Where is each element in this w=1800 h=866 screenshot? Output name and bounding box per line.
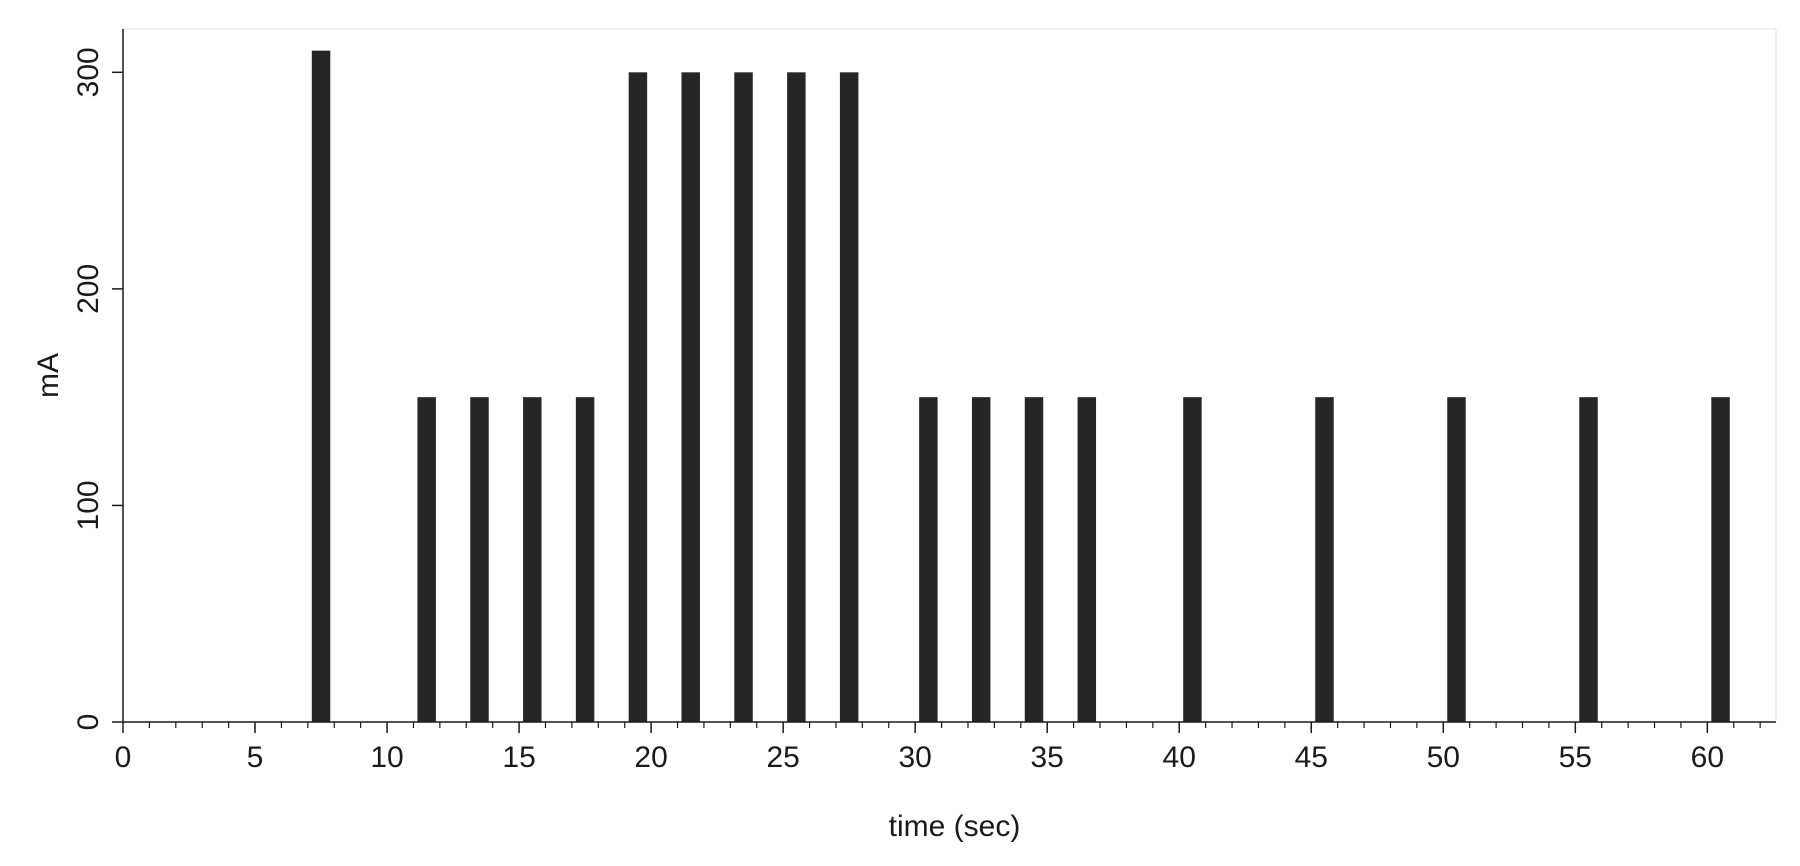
bar	[1183, 397, 1202, 722]
y-tick-label: 200	[72, 264, 105, 314]
bar	[734, 72, 753, 722]
bar	[1579, 397, 1598, 722]
x-tick-label: 5	[247, 741, 264, 774]
bar	[1711, 397, 1730, 722]
bar	[523, 397, 542, 722]
bar	[971, 397, 991, 722]
x-tick-label: 25	[766, 741, 799, 774]
bar	[417, 397, 436, 722]
x-tick-label: 50	[1427, 741, 1460, 774]
bar	[681, 72, 700, 722]
x-tick-label: 30	[898, 741, 931, 774]
bar	[470, 397, 489, 722]
bar	[311, 50, 331, 722]
bar	[1447, 397, 1466, 722]
x-tick-label: 55	[1559, 741, 1592, 774]
x-tick-label: 35	[1031, 741, 1064, 774]
x-tick-label: 40	[1163, 741, 1196, 774]
bar	[1024, 397, 1044, 722]
x-tick-label: 0	[115, 741, 132, 774]
x-tick-label: 10	[370, 741, 403, 774]
y-tick-label: 100	[72, 480, 105, 530]
axes: 0 5 10 15 20 25 30 35 40 45 50 55 60 0 100 200 300	[72, 28, 1777, 774]
y-axis-title: mA	[32, 353, 65, 398]
y-tick-label: 0	[72, 714, 105, 731]
bar	[919, 397, 938, 722]
bar	[575, 397, 595, 722]
bar	[1315, 397, 1334, 722]
x-tick-label: 60	[1691, 741, 1724, 774]
bar	[1077, 397, 1097, 722]
x-axis-title: time (sec)	[889, 810, 1021, 843]
bars	[311, 50, 1730, 722]
y-tick-label: 300	[72, 47, 105, 97]
x-tick-label: 20	[634, 741, 667, 774]
x-tick-label: 45	[1295, 741, 1328, 774]
bar	[839, 72, 859, 722]
bar	[787, 72, 806, 722]
bar	[628, 72, 648, 722]
x-tick-label: 15	[502, 741, 535, 774]
